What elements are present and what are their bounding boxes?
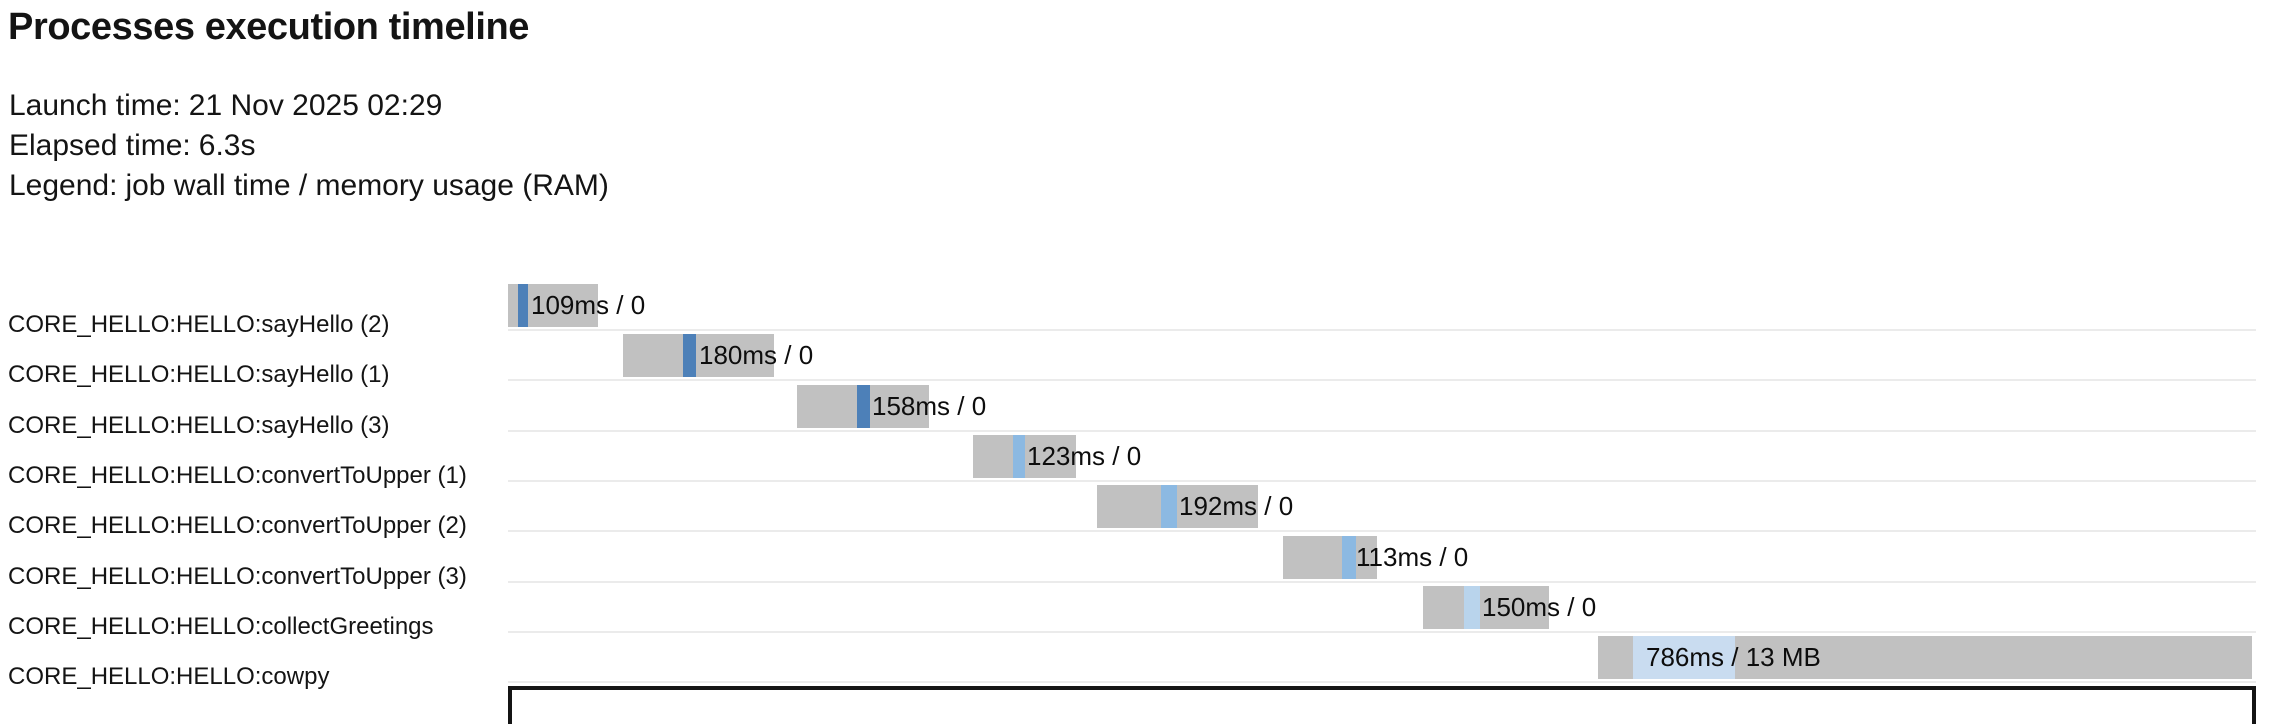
task-annotation: 113ms / 0 bbox=[1356, 541, 1469, 572]
task-label: CORE_HELLO:HELLO:sayHello (3) bbox=[8, 411, 390, 439]
task-run-segment bbox=[1013, 434, 1025, 478]
task-run-segment bbox=[1342, 535, 1356, 579]
task-label: CORE_HELLO:HELLO:convertToUpper (2) bbox=[8, 512, 467, 540]
launch-time-label: Launch time: bbox=[9, 89, 181, 122]
timeline-row: CORE_HELLO:HELLO:collectGreetings 150ms … bbox=[0, 583, 2284, 640]
task-run-segment bbox=[1633, 636, 1735, 680]
task-run-segment bbox=[1161, 485, 1177, 529]
timeline-row: CORE_HELLO:HELLO:cowpy 786ms / 13 MB bbox=[0, 633, 2284, 690]
row-separator bbox=[508, 329, 2256, 331]
elapsed-time-line: Elapsed time: 6.3s bbox=[9, 126, 609, 166]
task-bar bbox=[797, 384, 929, 428]
task-annotation: 123ms / 0 bbox=[1027, 440, 1142, 471]
task-bar bbox=[973, 434, 1076, 478]
bottom-panel-frame bbox=[508, 686, 2256, 724]
task-bar bbox=[623, 334, 774, 378]
task-bar bbox=[1598, 636, 2252, 680]
task-label: CORE_HELLO:HELLO:cowpy bbox=[8, 663, 330, 691]
row-separator bbox=[508, 379, 2256, 382]
task-annotation: 109ms / 0 bbox=[531, 290, 646, 320]
task-run-segment bbox=[857, 384, 870, 428]
legend-label: Legend: bbox=[9, 169, 118, 202]
launch-time-value: 21 Nov 2025 02:29 bbox=[188, 89, 443, 122]
task-annotation: 150ms / 0 bbox=[1482, 591, 1597, 622]
elapsed-time-value: 6.3s bbox=[198, 129, 256, 162]
timeline-row: CORE_HELLO:HELLO:convertToUpper (1) 123m… bbox=[0, 432, 2284, 489]
task-run-segment bbox=[518, 284, 528, 327]
page-title: Processes execution timeline bbox=[8, 6, 530, 48]
timeline-row: CORE_HELLO:HELLO:sayHello (3) 158ms / 0 bbox=[0, 382, 2284, 439]
task-bar bbox=[1283, 535, 1377, 579]
timeline-row: CORE_HELLO:HELLO:sayHello (1) 180ms / 0 bbox=[0, 331, 2284, 388]
task-annotation: 192ms / 0 bbox=[1179, 491, 1294, 522]
task-annotation: 180ms / 0 bbox=[699, 340, 814, 371]
task-bar bbox=[1097, 485, 1258, 529]
row-separator bbox=[508, 479, 2256, 482]
timeline-row: CORE_HELLO:HELLO:convertToUpper (2) 192m… bbox=[0, 482, 2284, 539]
task-run-segment bbox=[1464, 585, 1480, 629]
task-label: CORE_HELLO:HELLO:convertToUpper (1) bbox=[8, 461, 467, 489]
timeline-row: CORE_HELLO:HELLO:sayHello (2) 109ms / 0 bbox=[0, 281, 2284, 338]
row-separator bbox=[508, 630, 2256, 633]
task-annotation: 786ms / 13 MB bbox=[1646, 642, 1821, 673]
task-annotation: 158ms / 0 bbox=[872, 390, 987, 421]
task-label: CORE_HELLO:HELLO:sayHello (1) bbox=[8, 361, 390, 389]
task-bar bbox=[1423, 585, 1549, 629]
row-separator bbox=[508, 530, 2256, 533]
launch-time-line: Launch time: 21 Nov 2025 02:29 bbox=[9, 86, 609, 126]
row-separator bbox=[508, 580, 2256, 583]
task-label: CORE_HELLO:HELLO:sayHello (2) bbox=[8, 311, 390, 338]
task-bar bbox=[508, 284, 598, 327]
task-run-segment bbox=[683, 334, 696, 378]
timeline-row: CORE_HELLO:HELLO:convertToUpper (3) 113m… bbox=[0, 533, 2284, 590]
legend-value: job wall time / memory usage (RAM) bbox=[125, 169, 609, 202]
report-meta: Launch time: 21 Nov 2025 02:29 Elapsed ti… bbox=[9, 86, 609, 206]
row-separator bbox=[508, 429, 2256, 432]
legend-line: Legend: job wall time / memory usage (RAM… bbox=[9, 166, 609, 206]
row-separator bbox=[508, 681, 2256, 684]
task-label: CORE_HELLO:HELLO:collectGreetings bbox=[8, 612, 434, 640]
task-label: CORE_HELLO:HELLO:convertToUpper (3) bbox=[8, 562, 467, 590]
elapsed-time-label: Elapsed time: bbox=[9, 129, 191, 162]
